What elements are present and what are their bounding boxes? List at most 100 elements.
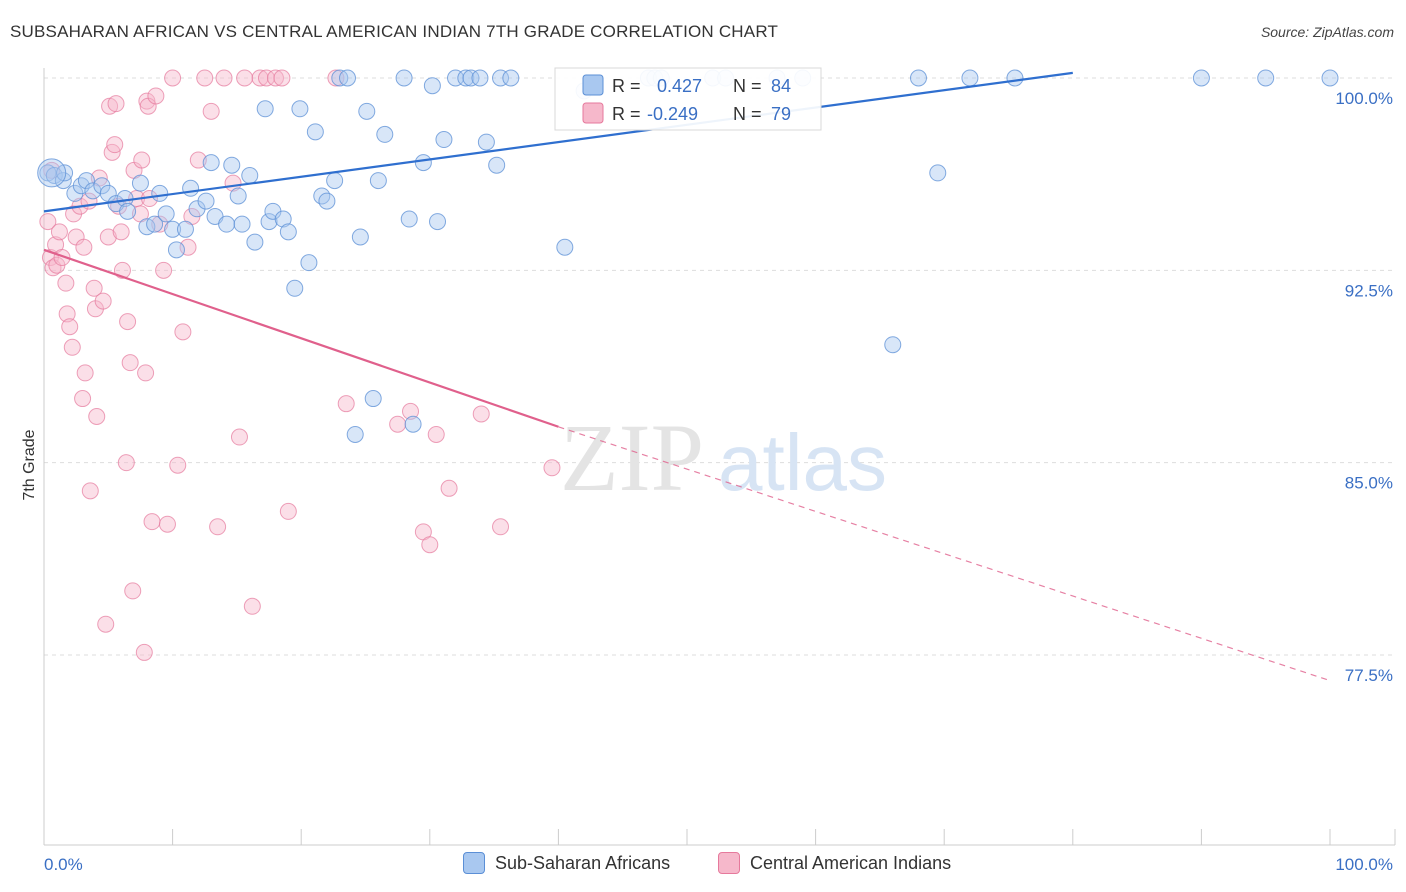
legend-n-label-blue: N = bbox=[733, 76, 762, 96]
legend-n-label-pink: N = bbox=[733, 104, 762, 124]
y-axis-label: 7th Grade bbox=[21, 429, 38, 500]
point-sub-saharan-africans bbox=[404, 415, 422, 433]
point-sub-saharan-africans bbox=[260, 213, 278, 231]
legend-r-label-blue: R = bbox=[612, 76, 641, 96]
point-sub-saharan-africans bbox=[56, 164, 74, 182]
point-sub-saharan-africans bbox=[176, 220, 194, 238]
axes bbox=[43, 68, 1396, 846]
point-sub-saharan-africans bbox=[246, 233, 264, 251]
point-sub-saharan-africans bbox=[167, 241, 185, 259]
point-sub-saharan-africans bbox=[241, 166, 259, 184]
point-central-american-indians bbox=[155, 261, 173, 279]
point-central-american-indians bbox=[543, 459, 561, 477]
point-central-american-indians bbox=[147, 87, 165, 105]
point-sub-saharan-africans bbox=[502, 69, 520, 87]
point-central-american-indians bbox=[230, 428, 248, 446]
point-sub-saharan-africans bbox=[318, 192, 336, 210]
trend-line-central-american-indians-extension bbox=[558, 426, 1331, 682]
point-sub-saharan-africans bbox=[376, 125, 394, 143]
point-sub-saharan-africans bbox=[462, 69, 480, 87]
point-central-american-indians bbox=[137, 364, 155, 382]
point-central-american-indians bbox=[57, 274, 75, 292]
legend-label-sub-saharan-africans: Sub-Saharan Africans bbox=[495, 852, 671, 873]
point-central-american-indians bbox=[257, 69, 275, 87]
point-sub-saharan-africans bbox=[131, 174, 149, 192]
point-sub-saharan-africans bbox=[369, 172, 387, 190]
y-tick-label: 85.0% bbox=[1345, 474, 1393, 493]
point-sub-saharan-africans bbox=[338, 69, 356, 87]
point-central-american-indians bbox=[97, 615, 115, 633]
point-sub-saharan-africans bbox=[256, 100, 274, 118]
series-central-american-indians-points bbox=[39, 69, 561, 661]
point-central-american-indians bbox=[74, 390, 92, 408]
trend-line-sub-saharan-africans bbox=[43, 71, 1073, 213]
point-central-american-indians bbox=[472, 405, 490, 423]
point-sub-saharan-africans bbox=[313, 187, 331, 205]
point-sub-saharan-africans bbox=[884, 336, 902, 354]
point-central-american-indians bbox=[106, 136, 124, 154]
point-sub-saharan-africans bbox=[279, 223, 297, 241]
y-tick-label: 100.0% bbox=[1335, 89, 1393, 108]
point-sub-saharan-africans bbox=[414, 154, 432, 172]
point-central-american-indians bbox=[169, 456, 187, 474]
point-sub-saharan-africans bbox=[471, 69, 489, 87]
tick-labels: 100.0% 92.5% 85.0% 77.5% 0.0% 100.0% bbox=[44, 89, 1393, 874]
legend-r-value-pink: -0.249 bbox=[647, 104, 698, 124]
point-central-american-indians bbox=[124, 582, 142, 600]
point-central-american-indians bbox=[327, 69, 345, 87]
trend-lines bbox=[43, 71, 1331, 682]
point-central-american-indians bbox=[202, 102, 220, 120]
point-sub-saharan-africans bbox=[477, 133, 495, 151]
point-central-american-indians bbox=[63, 338, 81, 356]
point-sub-saharan-africans bbox=[346, 425, 364, 443]
point-central-american-indians bbox=[402, 402, 420, 420]
point-sub-saharan-africans bbox=[164, 220, 182, 238]
legend-swatch-blue bbox=[582, 74, 604, 96]
point-sub-saharan-africans bbox=[395, 69, 413, 87]
legend-n-value-pink: 79 bbox=[771, 104, 791, 124]
point-central-american-indians bbox=[143, 513, 161, 531]
point-central-american-indians bbox=[492, 518, 510, 536]
point-central-american-indians bbox=[440, 479, 458, 497]
point-sub-saharan-africans bbox=[488, 156, 506, 174]
y-tick-label: 92.5% bbox=[1345, 281, 1393, 300]
gridlines bbox=[44, 77, 1395, 656]
point-central-american-indians bbox=[50, 223, 68, 241]
point-central-american-indians bbox=[215, 69, 233, 87]
point-central-american-indians bbox=[112, 223, 130, 241]
point-central-american-indians bbox=[243, 597, 261, 615]
watermark: ZIP atlas bbox=[560, 404, 887, 511]
point-central-american-indians bbox=[158, 515, 176, 533]
point-central-american-indians bbox=[107, 95, 125, 113]
point-sub-saharan-africans bbox=[909, 69, 927, 87]
point-sub-saharan-africans bbox=[151, 184, 169, 202]
point-central-american-indians bbox=[39, 213, 57, 231]
legend-n-value-blue: 84 bbox=[771, 76, 791, 96]
legend-box: R = 0.427 N = 84 R = -0.249 N = 79 bbox=[554, 67, 822, 131]
point-sub-saharan-africans bbox=[286, 279, 304, 297]
legend-r-value-blue: 0.427 bbox=[657, 76, 702, 96]
point-central-american-indians bbox=[76, 364, 94, 382]
point-sub-saharan-africans-large bbox=[37, 158, 67, 188]
point-central-american-indians bbox=[236, 69, 254, 87]
point-sub-saharan-africans bbox=[197, 192, 215, 210]
point-sub-saharan-africans bbox=[300, 254, 318, 272]
legend-swatch-sub-saharan-africans bbox=[463, 852, 485, 874]
source-label: Source: ZipAtlas.com bbox=[1260, 24, 1394, 40]
point-central-american-indians bbox=[117, 454, 135, 472]
point-sub-saharan-africans bbox=[223, 156, 241, 174]
point-sub-saharan-africans bbox=[961, 69, 979, 87]
point-central-american-indians bbox=[251, 69, 269, 87]
watermark-atlas: atlas bbox=[718, 418, 887, 507]
point-sub-saharan-africans bbox=[1192, 69, 1210, 87]
point-sub-saharan-africans bbox=[1006, 69, 1024, 87]
point-sub-saharan-africans bbox=[556, 238, 574, 256]
point-sub-saharan-africans bbox=[492, 69, 510, 87]
point-central-american-indians bbox=[81, 482, 99, 500]
point-central-american-indians bbox=[389, 415, 407, 433]
point-sub-saharan-africans bbox=[1257, 69, 1275, 87]
point-central-american-indians bbox=[88, 408, 106, 426]
point-central-american-indians bbox=[196, 69, 214, 87]
legend-item-central-american-indians: Central American Indians bbox=[718, 852, 951, 874]
